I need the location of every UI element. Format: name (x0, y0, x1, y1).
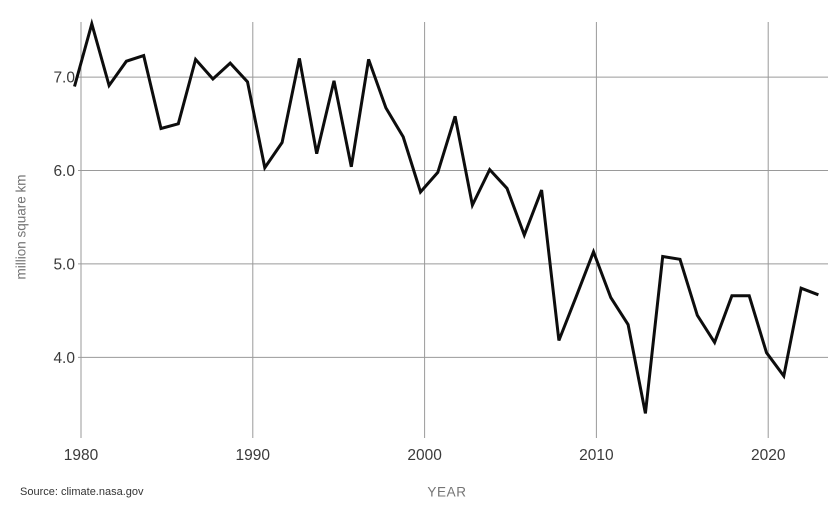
x-tick-label-2020: 2020 (751, 447, 786, 464)
y-tick-label-6.0: 6.0 (53, 163, 75, 180)
y-tick-label-7.0: 7.0 (53, 70, 75, 87)
y-tick-label-4.0: 4.0 (53, 350, 75, 367)
x-tick-label-1980: 1980 (64, 447, 99, 464)
y-tick-label-5.0: 5.0 (53, 256, 75, 273)
y-axis-title: million square km (13, 174, 29, 280)
x-tick-label-2010: 2010 (579, 447, 614, 464)
x-axis-title: YEAR (427, 484, 467, 500)
x-tick-label-2000: 2000 (407, 447, 442, 464)
source-caption: Source: climate.nasa.gov (20, 486, 144, 498)
sea-ice-data-line (73, 18, 819, 414)
x-tick-label-1990: 1990 (236, 447, 271, 464)
